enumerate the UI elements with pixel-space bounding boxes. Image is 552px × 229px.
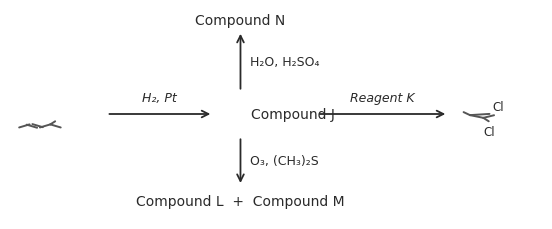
Text: Compound J: Compound J	[251, 108, 335, 121]
Text: Compound N: Compound N	[195, 14, 285, 28]
Text: H₂O, H₂SO₄: H₂O, H₂SO₄	[250, 55, 319, 68]
Text: Compound L  +  Compound M: Compound L + Compound M	[136, 194, 345, 208]
Text: Cl: Cl	[483, 125, 495, 138]
Text: O₃, (CH₃)₂S: O₃, (CH₃)₂S	[250, 154, 319, 167]
Text: Reagent K: Reagent K	[351, 92, 415, 104]
Text: H₂, Pt: H₂, Pt	[142, 92, 177, 104]
Text: Cl: Cl	[492, 100, 504, 113]
